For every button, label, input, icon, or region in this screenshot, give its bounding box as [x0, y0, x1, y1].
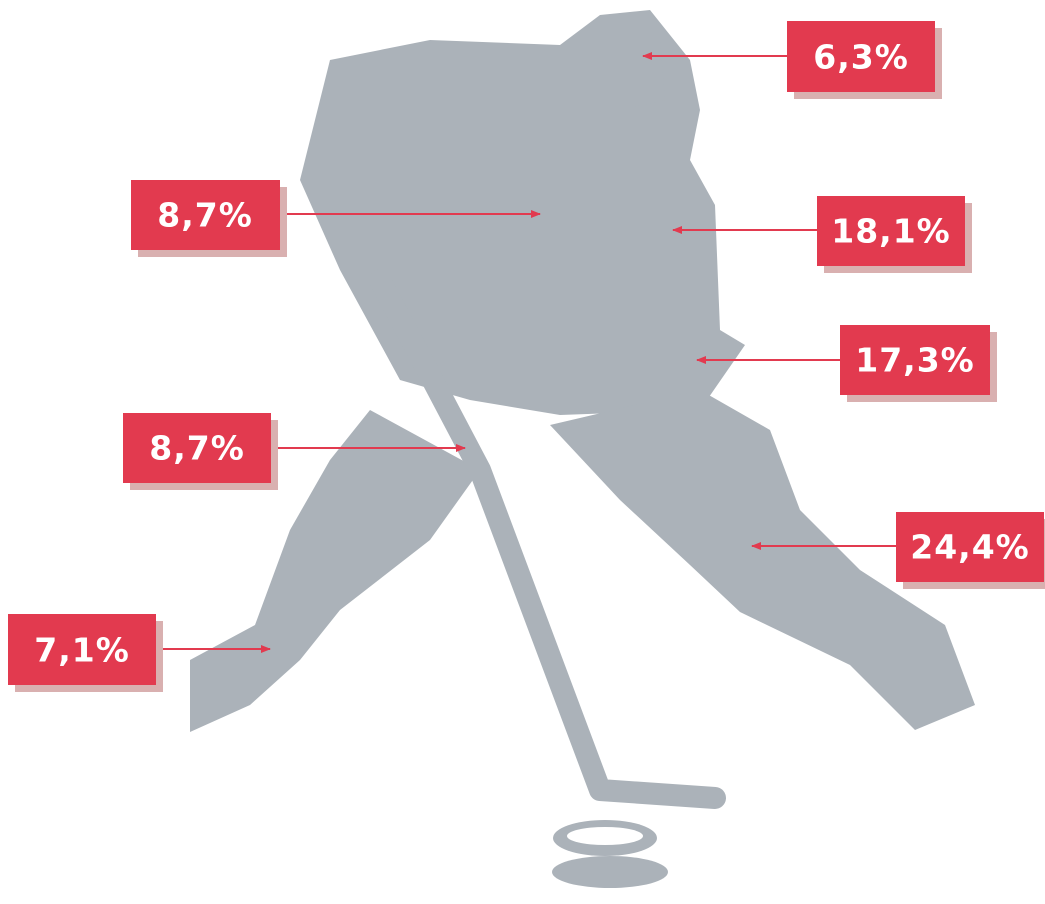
infographic: 6,3% 8,7% 18,1% 17,3% 8,7% 24,4% 7,1% [0, 0, 1045, 900]
callout-label: 17,3% [855, 341, 975, 380]
callout: 18,1% [817, 196, 972, 273]
callout: 7,1% [8, 614, 163, 692]
callout: 24,4% [896, 512, 1045, 589]
callout: 8,7% [131, 180, 287, 257]
callout-label: 18,1% [831, 212, 951, 251]
callout: 6,3% [787, 21, 942, 99]
callout-label: 24,4% [910, 528, 1030, 567]
callout-label: 8,7% [157, 196, 253, 235]
callout-label: 6,3% [813, 38, 909, 77]
callout-label: 7,1% [34, 631, 130, 670]
callout: 17,3% [840, 325, 997, 402]
callout: 8,7% [123, 413, 278, 490]
callout-label: 8,7% [149, 429, 245, 468]
